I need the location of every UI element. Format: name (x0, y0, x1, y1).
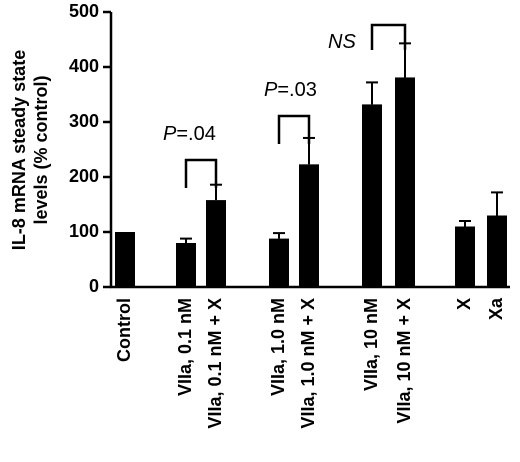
bar-6 (362, 104, 382, 288)
x-category-label-1: Control (114, 298, 134, 362)
significance-bracket-2 (277, 114, 311, 144)
y-axis: 0 100 200 300 400 500 (69, 1, 510, 296)
bar-1 (115, 232, 135, 287)
bar-4 (269, 238, 289, 287)
y-tick-label-0: 0 (89, 276, 99, 296)
error-bar-2 (180, 237, 192, 243)
y-tick-label-100: 100 (69, 221, 99, 241)
x-category-label-5: VIIa, 1.0 nM + X (298, 298, 318, 429)
error-bar-6 (366, 81, 378, 105)
bar-7 (395, 77, 415, 287)
bar-2 (176, 243, 196, 287)
x-category-label-6: VIIa, 10 nM (361, 298, 381, 391)
x-category-label-4: VIIa, 1.0 nM (268, 298, 288, 396)
bar-5 (299, 164, 319, 287)
significance-bracket-1 (184, 158, 218, 188)
x-category-label-8: X (454, 298, 474, 310)
x-category-label-3: VIIa, 0.1 nM + X (205, 298, 225, 429)
bars (115, 77, 507, 288)
significance-1: P=.04 (163, 123, 218, 188)
error-bars (180, 42, 503, 243)
y-axis-label: IL-8 mRNA steady state levels (% control) (9, 50, 51, 250)
significance-label-3: NS (328, 31, 356, 53)
x-category-label-2: VIIa, 0.1 nM (175, 298, 195, 396)
significance-2: P=.03 (264, 79, 317, 144)
x-axis-labels: Control VIIa, 0.1 nM VIIa, 0.1 nM + X VIIa,… (114, 297, 506, 429)
error-bar-8 (459, 220, 471, 227)
y-axis-label-line-1: IL-8 mRNA steady state (9, 50, 29, 250)
error-bar-9 (491, 191, 503, 216)
significance-label-2: P=.03 (264, 79, 317, 101)
y-tick-label-400: 400 (69, 56, 99, 76)
error-bar-4 (273, 232, 285, 239)
bar-8 (455, 226, 475, 287)
significance-annotations: P=.04 P=.03 NS (163, 23, 407, 188)
y-tick-label-500: 500 (69, 1, 99, 21)
x-category-label-9: Xa (486, 297, 506, 320)
y-axis-label-line-2: levels (% control) (31, 75, 51, 224)
significance-3: NS (328, 23, 407, 53)
y-tick-label-200: 200 (69, 166, 99, 186)
significance-label-1: P=.04 (163, 123, 216, 145)
x-category-label-7: VIIa, 10 nM + X (394, 298, 414, 424)
significance-bracket-3 (370, 23, 407, 50)
bar-9 (487, 215, 507, 287)
y-tick-label-300: 300 (69, 111, 99, 131)
bar-3 (206, 200, 226, 287)
